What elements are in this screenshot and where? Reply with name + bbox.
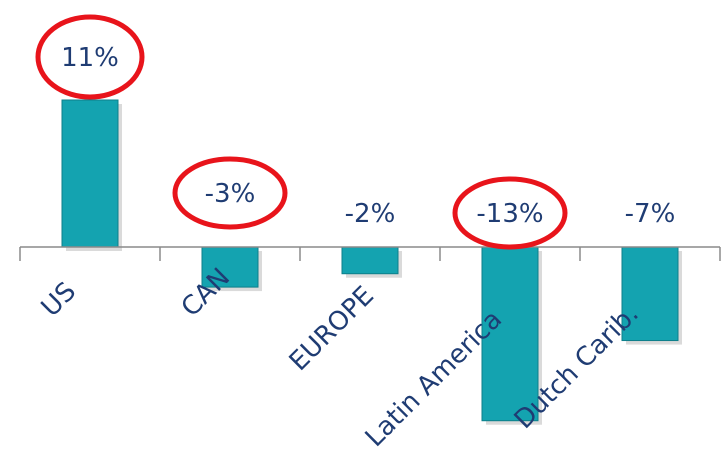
- highlight-circle: [35, 14, 145, 100]
- bar-europe: [341, 246, 399, 275]
- value-label: -2%: [345, 199, 396, 229]
- highlight-circle: [452, 176, 568, 250]
- bar-can: [201, 246, 259, 288]
- value-label: -3%: [205, 179, 256, 209]
- value-label: -7%: [625, 199, 676, 229]
- category-label: EUROPE: [284, 281, 380, 377]
- category-label: US: [36, 277, 82, 323]
- bar-dutch-carib: [621, 246, 679, 342]
- highlight-circle: [172, 156, 288, 230]
- value-label: -13%: [476, 199, 543, 229]
- value-labels: 11% -3% -2% -13% -7%: [61, 43, 675, 229]
- bar-latin-america: [481, 246, 539, 422]
- x-axis-ticks: [19, 247, 721, 261]
- value-label: 11%: [61, 43, 119, 73]
- bar-us: [61, 99, 119, 248]
- bars: [61, 99, 679, 422]
- highlight-rings: [35, 14, 568, 250]
